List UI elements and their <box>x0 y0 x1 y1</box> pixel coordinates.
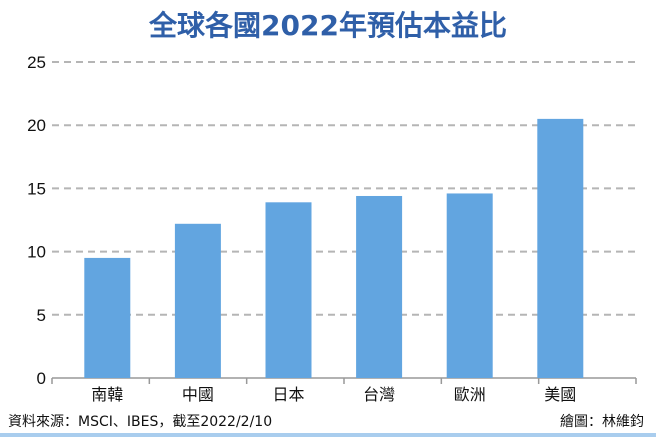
y-tick-label: 0 <box>37 369 46 388</box>
y-tick-label: 10 <box>27 243 46 262</box>
x-tick-label: 日本 <box>272 385 304 404</box>
bar-台灣 <box>356 195 403 378</box>
y-tick-label: 20 <box>27 116 46 135</box>
data-source-note: 資料來源：MSCI、IBES，截至2022/2/10 <box>8 414 273 430</box>
bottom-border <box>0 433 656 437</box>
bar-南韓 <box>84 257 131 378</box>
x-tick-label: 台灣 <box>363 385 395 404</box>
graphic-credit: 繪圖：林維鈞 <box>560 414 644 430</box>
bar-美國 <box>537 118 584 378</box>
bar-日本 <box>265 202 312 378</box>
y-tick-label: 5 <box>37 306 46 325</box>
y-tick-label: 15 <box>27 179 46 198</box>
x-tick-label: 南韓 <box>91 385 123 404</box>
bar-中國 <box>174 223 221 378</box>
x-tick-label: 歐洲 <box>454 385 486 404</box>
chart-title: 全球各國2022年預估本益比 <box>149 9 507 42</box>
bar-歐洲 <box>446 193 493 378</box>
y-tick-label: 25 <box>27 53 46 72</box>
x-tick-label: 美國 <box>544 385 576 404</box>
x-tick-label: 中國 <box>182 385 214 404</box>
